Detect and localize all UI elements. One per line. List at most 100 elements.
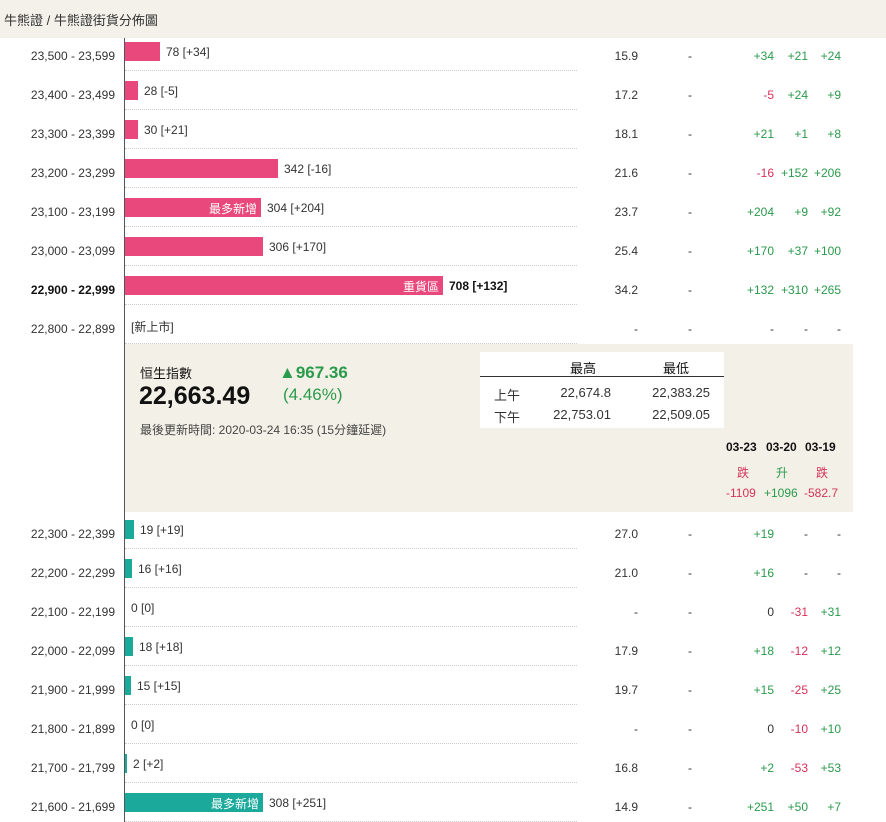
daily-change-3: +92 — [820, 205, 841, 219]
daily-change-3: - — [837, 527, 841, 541]
daily-change-2: +21 — [787, 49, 808, 63]
ratio-value: 17.2 — [614, 88, 638, 102]
daily-change-1: +15 — [753, 683, 774, 697]
placeholder-value: - — [688, 88, 692, 102]
bear-bar[interactable] — [125, 520, 134, 539]
bear-bar[interactable] — [125, 754, 127, 773]
ratio-value: 15.9 — [614, 49, 638, 63]
row-divider — [125, 587, 577, 588]
ratio-value: 21.6 — [614, 166, 638, 180]
strike-range-label: 23,000 - 23,099 — [30, 244, 115, 258]
daily-change-3: +100 — [813, 244, 841, 258]
placeholder-value: - — [688, 722, 692, 736]
daily-change-3: +25 — [820, 683, 841, 697]
ratio-value: 27.0 — [614, 527, 638, 541]
daily-change-2: -53 — [790, 761, 808, 775]
strike-range-label: 21,800 - 21,899 — [30, 722, 115, 736]
strike-range-label: 22,800 - 22,899 — [30, 322, 115, 336]
daily-change-1: +170 — [746, 244, 774, 258]
day-direction-1: 跌 — [737, 466, 750, 480]
ratio-value: 21.0 — [614, 566, 638, 580]
bar-tag: 最多新增 — [210, 797, 259, 811]
placeholder-value: - — [688, 605, 692, 619]
bear-bar[interactable] — [125, 676, 131, 695]
table-row: 22,800 - 22,899 [新上市] - - - - - — [0, 311, 886, 350]
table-row: 22,000 - 22,099 18 [+18] 17.9 - +18 -12 +12 — [0, 633, 886, 672]
daily-change-1: +132 — [746, 283, 774, 297]
outstanding-count: 308 [+251] — [269, 796, 327, 810]
daily-change-3: +12 — [820, 644, 841, 658]
strike-range-label: 23,100 - 23,199 — [30, 205, 115, 219]
ratio-value: - — [634, 722, 638, 736]
row-divider — [125, 148, 577, 149]
daily-change-2: - — [804, 527, 808, 541]
ratio-value: 34.2 — [614, 283, 638, 297]
outstanding-count: 708 [+132] — [449, 279, 508, 293]
strike-range-label: 22,300 - 22,399 — [30, 527, 115, 541]
daily-change-3: +8 — [827, 127, 841, 141]
daily-change-2: -31 — [790, 605, 808, 619]
day-direction-2: 升 — [776, 466, 789, 480]
daily-change-2: -10 — [790, 722, 808, 736]
morning-high: 22,674.8 — [560, 385, 611, 400]
table-row: 23,000 - 23,099 306 [+170] 25.4 - +170 +37 +10… — [0, 233, 886, 272]
placeholder-value: - — [688, 244, 692, 258]
bear-bar[interactable] — [125, 637, 133, 656]
bear-bar[interactable] — [125, 559, 132, 578]
daily-change-1: - — [770, 322, 774, 336]
bull-bar[interactable] — [125, 81, 138, 100]
table-row: 23,500 - 23,599 78 [+34] 15.9 - +34 +21 +24 — [0, 38, 886, 77]
outstanding-count: 306 [+170] — [269, 240, 327, 254]
placeholder-value: - — [688, 127, 692, 141]
table-row: 22,200 - 22,299 16 [+16] 21.0 - +16 - - — [0, 555, 886, 594]
day-change-2: +1096 — [764, 486, 798, 500]
outstanding-count: 15 [+15] — [137, 679, 181, 693]
chart-axis-line — [124, 38, 125, 822]
daily-change-1: +34 — [753, 49, 774, 63]
daily-change-2: -12 — [790, 644, 808, 658]
morning-low: 22,383.25 — [652, 385, 710, 400]
bull-bar[interactable]: 重貨區 — [125, 276, 443, 295]
daily-change-1: -16 — [756, 166, 774, 180]
table-row: 21,700 - 21,799 2 [+2] 16.8 - +2 -53 +53 — [0, 750, 886, 789]
daily-change-1: 0 — [767, 722, 774, 736]
morning-label: 上午 — [494, 388, 521, 403]
outstanding-count: 78 [+34] — [166, 45, 210, 59]
daily-change-2: +9 — [794, 205, 808, 219]
placeholder-value: - — [688, 761, 692, 775]
daily-change-3: +24 — [820, 49, 841, 63]
ratio-value: - — [634, 605, 638, 619]
bull-bar[interactable] — [125, 120, 138, 139]
bull-bar[interactable] — [125, 42, 160, 61]
bull-bar[interactable]: 最多新增 — [125, 198, 261, 217]
ratio-value: 18.1 — [614, 127, 638, 141]
table-row: 23,300 - 23,399 30 [+21] 18.1 - +21 +1 +8 — [0, 116, 886, 155]
ratio-value: 17.9 — [614, 644, 638, 658]
strike-range-label: 22,900 - 22,999 — [30, 283, 115, 297]
day-label-1: 03-23 — [726, 440, 757, 454]
placeholder-value: - — [688, 800, 692, 814]
table-row: 23,200 - 23,299 342 [-16] 21.6 - -16 +152 +206 — [0, 155, 886, 194]
ratio-value: 14.9 — [614, 800, 638, 814]
bull-bar[interactable] — [125, 237, 263, 256]
ratio-value: 25.4 — [614, 244, 638, 258]
daily-change-2: -25 — [790, 683, 808, 697]
outstanding-count: 18 [+18] — [139, 640, 183, 654]
outstanding-count: 30 [+21] — [144, 123, 188, 137]
low-header: 最低 — [663, 361, 690, 376]
daily-change-3: - — [837, 322, 841, 336]
bull-bar[interactable] — [125, 159, 278, 178]
ratio-value: 16.8 — [614, 761, 638, 775]
daily-change-1: 0 — [767, 605, 774, 619]
daily-change-2: +1 — [794, 127, 808, 141]
daily-change-1: +251 — [746, 800, 774, 814]
breadcrumb[interactable]: 牛熊證 / 牛熊證街貨分佈圖 — [4, 13, 158, 28]
day-change-1: -1109 — [726, 486, 756, 500]
daily-change-3: +10 — [820, 722, 841, 736]
bear-bar[interactable]: 最多新增 — [125, 793, 263, 812]
placeholder-value: - — [688, 644, 692, 658]
day-label-2: 03-20 — [766, 440, 797, 454]
outstanding-count: [新上市] — [131, 320, 174, 334]
daily-change-1: -5 — [763, 88, 774, 102]
placeholder-value: - — [688, 49, 692, 63]
